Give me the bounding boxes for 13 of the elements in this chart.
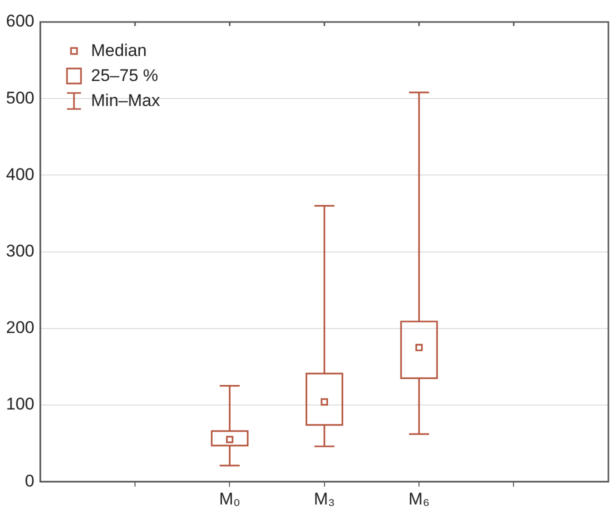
- x-tick-label: M₆: [408, 489, 430, 508]
- y-tick-label: 100: [6, 394, 34, 414]
- y-tick-label: 600: [6, 12, 34, 31]
- x-tick-label: M₃: [314, 489, 335, 508]
- x-tick-label: M₀: [219, 489, 240, 508]
- annotation: 25–75 %: [91, 66, 158, 86]
- annotation: Min–Max: [91, 90, 160, 110]
- y-tick-label: 400: [6, 164, 34, 184]
- y-tick-label: 0: [24, 471, 34, 490]
- y-tick-label: 200: [6, 318, 34, 338]
- y-tick-label: 500: [6, 88, 34, 108]
- y-tick-label: 300: [6, 241, 34, 260]
- annotation: Median: [91, 40, 147, 60]
